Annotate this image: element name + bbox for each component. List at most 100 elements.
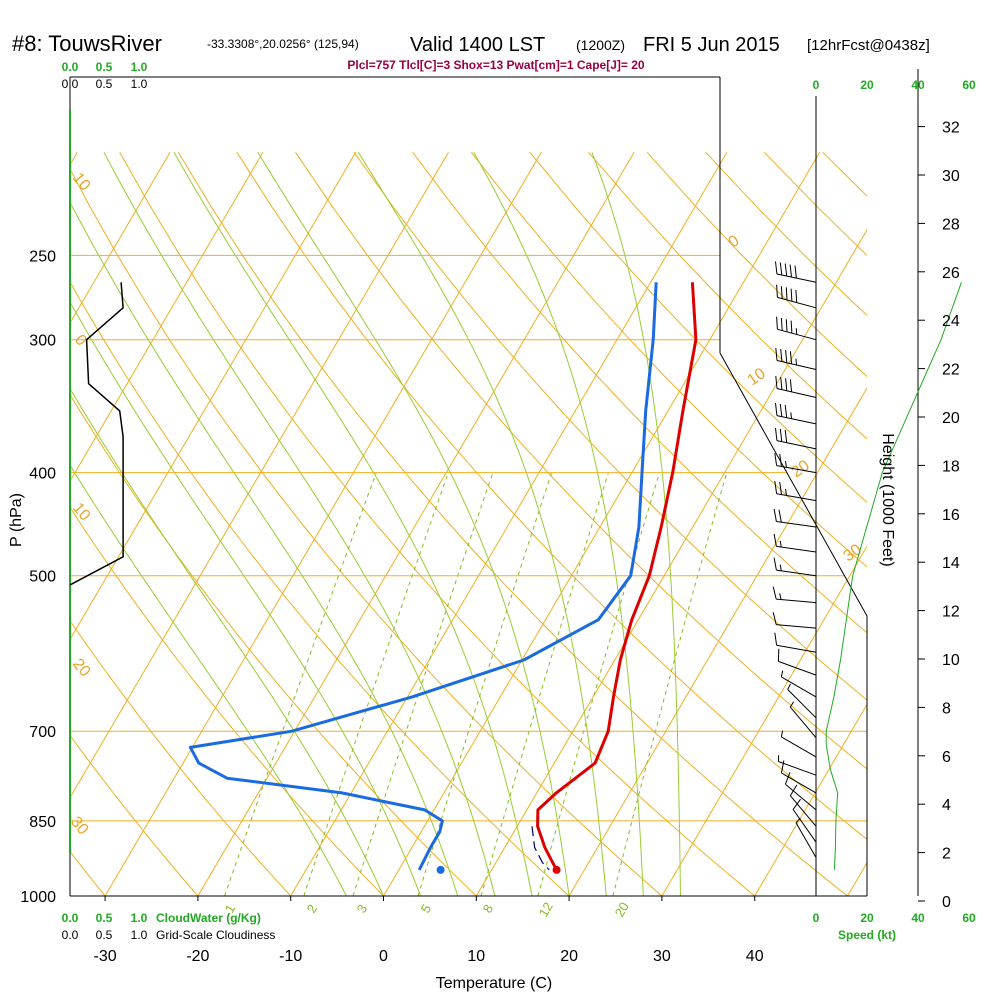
wind-barb-flag <box>785 350 788 363</box>
sounding-traces <box>188 282 698 871</box>
wind-barb-flag <box>795 289 798 303</box>
isotherm-line <box>70 152 449 799</box>
mixing-ratio-line <box>612 472 728 896</box>
wind-barb-shaft <box>781 676 817 698</box>
wind-barb-flag <box>789 264 792 278</box>
moist-adiabat-line <box>70 201 459 896</box>
height-tick-label: 6 <box>942 749 951 766</box>
wind-barb-flag <box>784 430 788 443</box>
wind-barb-shaft <box>776 644 817 653</box>
wind-barb-flag <box>775 427 778 441</box>
wind-barb-flag <box>779 262 783 276</box>
wind-barb-shaft <box>776 493 817 502</box>
wind-barb <box>775 347 817 370</box>
temperature-trace <box>536 282 698 871</box>
isotherm-label: 20 <box>789 457 813 481</box>
isotherm-line <box>754 703 867 896</box>
wind-barb-flag <box>780 760 785 773</box>
pressure-tick-label: 500 <box>29 569 56 586</box>
mixing-ratio-line <box>224 472 377 896</box>
wind-barb <box>774 481 817 502</box>
wind-barb-shaft <box>778 660 817 676</box>
wind-barb-half-flag <box>780 730 784 737</box>
wind-barb-flag <box>780 376 783 390</box>
height-tick-label: 28 <box>942 216 960 233</box>
wind-barb-half-flag <box>779 593 782 600</box>
height-tick-label: 14 <box>942 555 960 572</box>
cloud-top-green-tick: 0.0 <box>62 60 79 74</box>
moist-adiabat-line <box>257 152 570 896</box>
wind-barb-flag <box>779 428 783 442</box>
mixing-ratio-label: 12 <box>536 899 556 919</box>
isotherm-line <box>383 152 821 896</box>
dry-adiabat-line <box>236 152 867 840</box>
moist-adiabat-line <box>473 152 644 896</box>
wind-barb-shaft <box>776 624 817 629</box>
wind-barb-flag <box>773 508 777 522</box>
wind-barb <box>789 701 817 739</box>
mixing-ratio-label-group: 1 2 3 5 8 12 20 <box>222 899 632 919</box>
height-tick-label: 30 <box>942 168 960 185</box>
wind-barb-flag <box>784 772 791 785</box>
speed-bottom-tick-label: 40 <box>911 911 925 925</box>
wind-barb-shaft <box>776 415 817 425</box>
isotherm-line <box>568 387 867 896</box>
wind-barb-shaft <box>785 783 817 811</box>
wind-barb <box>772 612 817 629</box>
cloud-axis-labels: 0.0 0.5 1.0 0.0 0.5 1.0 0.0 0.5 1.0 Clou… <box>62 60 276 942</box>
dry-adiabat-line <box>412 151 867 634</box>
wind-speed-profile <box>825 282 962 870</box>
temperature-tick-label: -10 <box>279 948 302 965</box>
wind-barb-flag <box>790 320 793 334</box>
utc-time: (1200Z) <box>576 37 625 53</box>
wind-barb-flag <box>776 316 778 330</box>
speed-bottom-tick-label: 0 <box>813 911 820 925</box>
wind-barb-shaft <box>787 689 817 719</box>
wind-barb-flag <box>784 405 788 418</box>
moist-adiabat-line <box>70 300 422 896</box>
wind-barb-shaft <box>778 761 817 776</box>
wind-barb <box>774 453 817 474</box>
pressure-tick-label: 700 <box>29 724 56 741</box>
isotherm-line <box>290 152 728 896</box>
wind-barb-flag <box>775 375 778 389</box>
pressure-tick-label: 250 <box>29 248 56 265</box>
cloudiness-tick: 1.0 <box>131 928 148 942</box>
wind-barb-flag <box>775 261 778 275</box>
wind-barb <box>774 632 817 653</box>
wind-barb <box>784 772 817 811</box>
dry-adiabat-label: 10 <box>69 500 94 525</box>
height-tick-label: 8 <box>942 700 951 717</box>
wind-barb <box>773 533 817 553</box>
wind-barb <box>773 508 817 528</box>
wind-barb-flag <box>773 557 777 571</box>
cloud-top-tick: 0.5 <box>96 77 113 91</box>
wind-barb <box>773 557 817 577</box>
moist-adiabat-line <box>173 152 533 896</box>
mixing-ratio-line <box>537 472 660 896</box>
wind-barb <box>776 316 817 341</box>
wind-barb <box>775 402 817 425</box>
wind-barb-flag <box>785 319 788 332</box>
speed-top-tick-label: 60 <box>962 78 976 92</box>
mixing-ratio-label: 3 <box>354 902 371 916</box>
speed-bottom-tick-label: 20 <box>860 911 874 925</box>
isotherm-line <box>70 152 357 641</box>
wind-barb-shaft <box>776 598 817 604</box>
dry-adiabat-line <box>70 280 570 896</box>
surface-markers <box>436 865 561 874</box>
isotherm-label: 0 <box>726 232 743 251</box>
station-coords: -33.3308°,20.0256° (125,94) <box>207 37 359 51</box>
wind-barb-flag <box>779 404 783 417</box>
isotherm-line <box>70 152 264 483</box>
speed-top-tick-label: 40 <box>911 78 925 92</box>
isotherm-line <box>197 152 635 896</box>
wind-barb-shaft <box>795 822 817 858</box>
cloud-top-tick: 0.0 <box>62 77 79 91</box>
wind-barb-flag <box>790 288 793 302</box>
height-tick-label: 26 <box>942 265 960 282</box>
dry-adiabat-line <box>70 393 478 896</box>
temperature-tick-label: 0 <box>379 948 388 965</box>
wind-barb-flag <box>789 784 798 796</box>
